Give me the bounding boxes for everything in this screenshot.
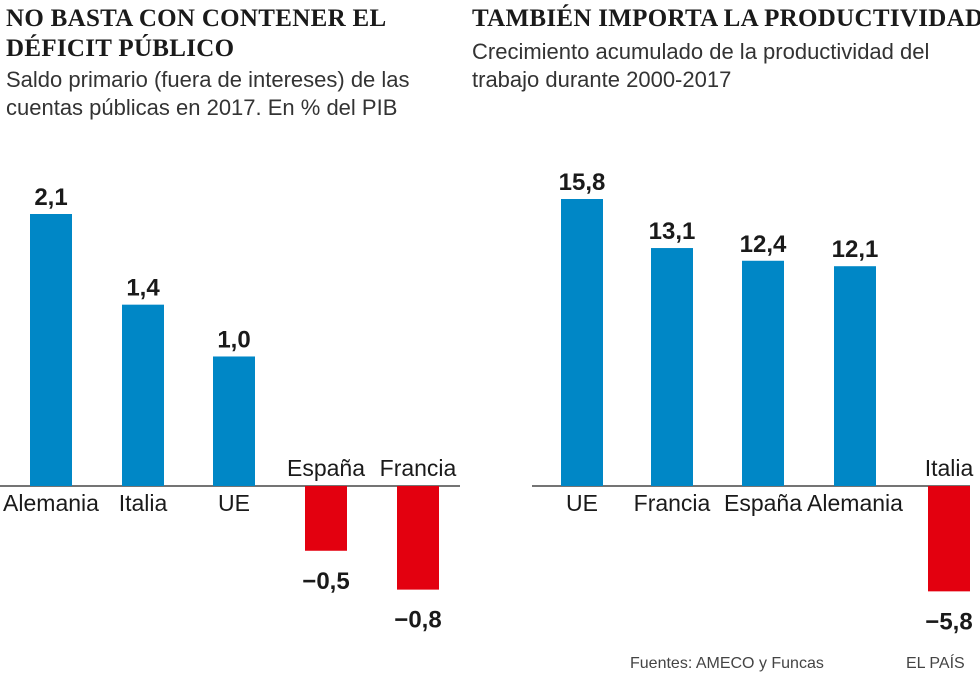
value-label-espana: 12,4 (740, 231, 787, 258)
sources-note: Fuentes: AMECO y Funcas (630, 655, 824, 672)
category-label-espana: España (287, 455, 365, 481)
category-label-alemania: Alemania (3, 490, 99, 516)
left-bar-chart: 2,1 Alemania 1,4 Italia 1,0 UE −0,5 España −0,8 F… (0, 184, 460, 634)
bar-italia (122, 304, 164, 486)
value-label-italia: −5,8 (925, 608, 972, 635)
bar-alemania (30, 214, 72, 486)
right-chart-title: TAMBIÉN IMPORTA LA PRODUCTIVIDAD (472, 5, 980, 32)
category-label-ue: UE (566, 490, 598, 516)
value-label-francia: −0,8 (394, 607, 441, 634)
value-label-alemania: 12,1 (832, 236, 879, 263)
publisher-credit: EL PAÍS (906, 655, 965, 672)
category-label-francia: Francia (380, 455, 457, 481)
bar-alemania (834, 266, 876, 486)
category-label-francia: Francia (634, 490, 711, 516)
category-label-italia: Italia (119, 490, 168, 516)
bar-ue (561, 199, 603, 486)
category-label-ue: UE (218, 490, 250, 516)
value-label-alemania: 2,1 (34, 184, 67, 211)
left-chart-title: NO BASTA CON CONTENER EL DÉFICIT PÚBLICO (6, 5, 386, 62)
left-chart-subtitle: Saldo primario (fuera de intereses) de l… (6, 67, 410, 120)
bar-francia (397, 486, 439, 590)
bar-italia (928, 486, 970, 592)
right-chart-subtitle: Crecimiento acumulado de la productivida… (472, 39, 930, 92)
category-label-italia: Italia (925, 455, 974, 481)
value-label-francia: 13,1 (649, 218, 696, 245)
value-label-italia: 1,4 (126, 275, 160, 302)
bar-espana (742, 260, 784, 486)
value-label-espana: −0,5 (302, 568, 349, 595)
value-label-ue: 15,8 (559, 169, 606, 196)
category-label-espana: España (724, 490, 802, 516)
value-label-ue: 1,0 (217, 326, 250, 353)
bar-ue (213, 356, 255, 486)
bar-espana (305, 486, 347, 551)
bar-francia (651, 248, 693, 486)
category-label-alemania: Alemania (807, 490, 903, 516)
